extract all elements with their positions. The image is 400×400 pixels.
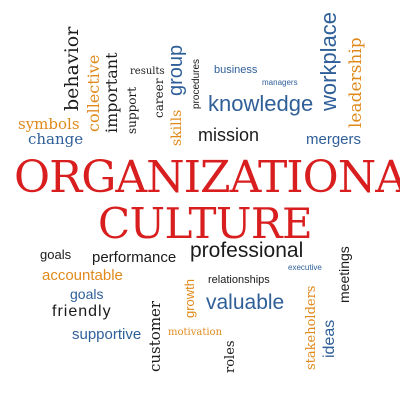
word-procedures: procedures [191,58,202,109]
word-executive: executive [288,263,322,272]
word-behavior: behavior [61,26,83,111]
word-important: important [102,52,121,133]
word-friendly: friendly [52,303,112,320]
word-career: career [152,78,166,118]
word-growth: growth [182,278,197,318]
word-mission: mission [198,125,260,145]
word-supportive: supportive [72,326,142,343]
title-line-1: ORGANIZATIONAL [14,152,400,203]
word-support: support [125,86,139,134]
word-valuable: valuable [206,291,285,314]
word-mergers: mergers [306,131,362,148]
word-skills: skills [169,109,185,146]
word-managers: managers [262,78,298,87]
word-relationships: relationships [208,274,270,286]
word-professional: professional [190,239,304,262]
word-business: business [214,64,258,76]
word-performance: performance [92,249,177,266]
word-roles: roles [223,340,238,373]
word-change: change [28,130,84,148]
word-collective: collective [84,54,103,132]
word-goals-1: goals [40,247,72,262]
word-goals-2: goals [70,286,104,302]
word-group: group [165,44,187,96]
word-meetings: meetings [336,246,352,303]
word-ideas: ideas [321,319,338,358]
word-leadership: leadership [346,37,366,128]
word-motivation: motivation [168,327,223,338]
word-stakeholders: stakeholders [304,285,319,370]
word-customer: customer [146,300,164,372]
title-line-2: CULTURE [98,199,313,248]
word-accountable: accountable [42,267,123,284]
word-results: results [130,66,165,77]
word-knowledge: knowledge [208,91,314,116]
word-workplace: workplace [316,11,341,111]
word-symbols: symbols [18,115,80,133]
